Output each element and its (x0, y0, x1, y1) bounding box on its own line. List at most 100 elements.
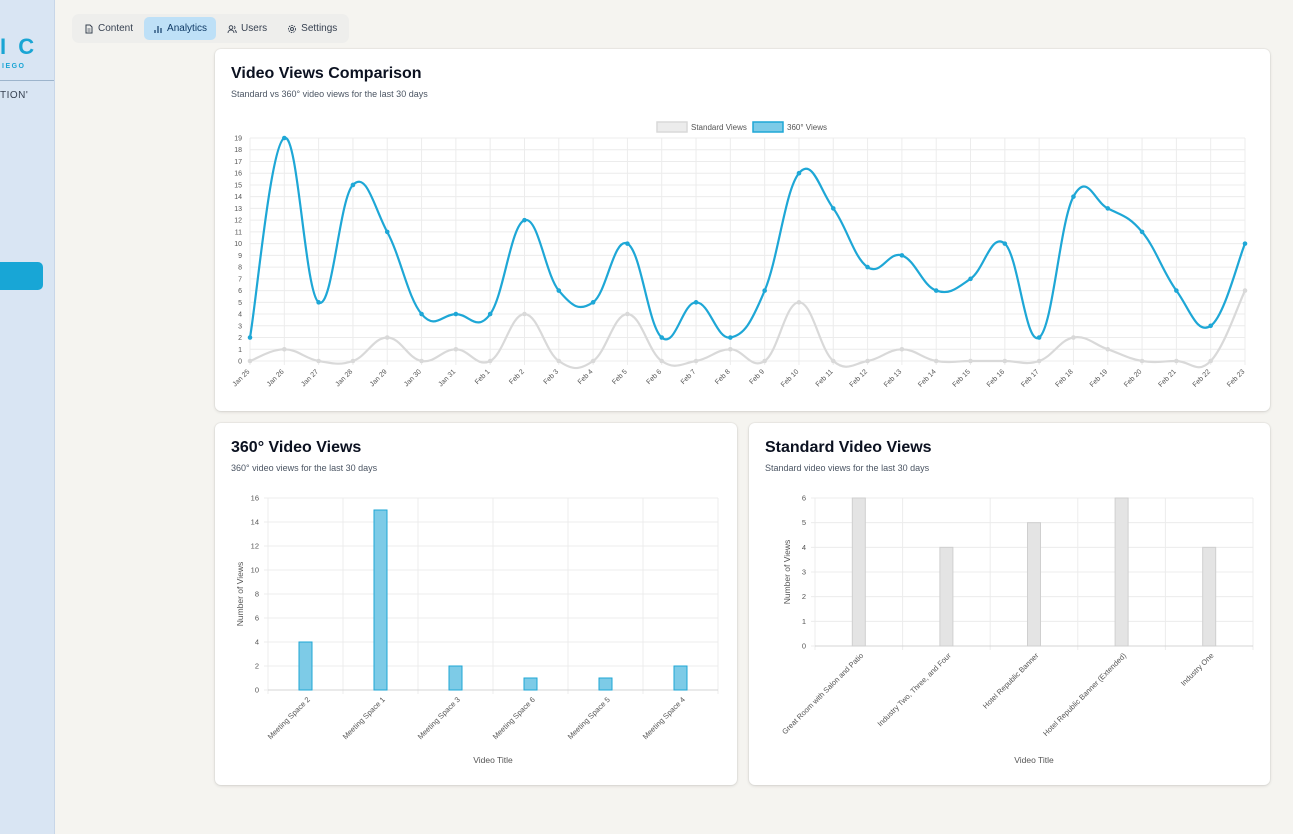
series-360-point (762, 288, 767, 293)
series-360-point (419, 311, 424, 317)
logo-tagline: TION' (0, 90, 29, 101)
tab-analytics[interactable]: Analytics (144, 17, 217, 40)
x-tick-label: Feb 6 (646, 368, 664, 386)
legend-label-standard: Standard Views (691, 123, 747, 132)
series-360-point (693, 300, 699, 305)
y-tick-label: 16 (251, 494, 259, 503)
x-tick-label: Industry Two, Three, and Four (876, 651, 954, 729)
views360-title: 360° Video Views (231, 439, 362, 456)
x-tick-label: Jan 28 (335, 368, 355, 388)
series-standard-point (1036, 358, 1042, 364)
x-tick-label: Meeting Space 6 (491, 695, 537, 741)
y-tick-label: 7 (238, 276, 242, 283)
x-tick-label: Jan 27 (300, 368, 320, 388)
series-360-point (384, 229, 390, 235)
series-standard-point (419, 358, 424, 364)
x-tick-label: Jan 29 (369, 368, 389, 388)
y-tick-label: 13 (234, 206, 242, 213)
series-360-point (522, 217, 527, 223)
series-standard-point (1242, 288, 1248, 293)
bar-chart-icon (154, 25, 162, 33)
x-tick-label: Feb 14 (917, 368, 937, 388)
y-tick-label: 6 (802, 494, 806, 503)
views360-bar-chart: 0 2 4 6 8 10 12 14 16 Meeting Space 2 Meeting Spac… (235, 494, 719, 765)
tab-settings[interactable]: Settings (278, 17, 346, 40)
series-standard-point (796, 300, 802, 305)
series-360-point (282, 135, 287, 141)
standard-subtitle: Standard video views for the last 30 day… (765, 463, 930, 473)
series-360-point (1242, 241, 1248, 246)
gear-icon (288, 24, 297, 33)
tab-content[interactable]: Content (75, 17, 142, 40)
x-tick-label: Feb 16 (986, 368, 1006, 388)
y-tick-label: 3 (238, 323, 242, 330)
y-tick-label: 5 (238, 300, 242, 307)
y-axis-title: Number of Views (235, 562, 245, 627)
y-tick-label: 17 (234, 159, 242, 166)
series-standard-point (487, 358, 493, 364)
y-tick-label: 14 (251, 518, 259, 527)
x-tick-label: Feb 12 (849, 368, 869, 388)
x-tick-label: Jan 31 (437, 368, 457, 388)
series-360-point (487, 311, 493, 317)
bar (939, 546, 954, 647)
y-tick-label: 1 (238, 347, 242, 354)
series-standard-point (556, 358, 562, 364)
x-tick-label: Feb 20 (1123, 368, 1143, 388)
series-360-point (316, 300, 321, 305)
x-tick-label: Meeting Space 1 (341, 695, 387, 741)
y-tick-label: 8 (255, 590, 259, 599)
bar (851, 497, 866, 647)
series-standard-point (865, 358, 870, 364)
series-standard-point (1139, 358, 1145, 364)
y-tick-label: 4 (802, 543, 806, 552)
views360-subtitle: 360° video views for the last 30 days (231, 463, 378, 473)
series-standard-point (316, 358, 321, 364)
sidebar: I C IEGO TION' (0, 0, 55, 834)
legend-swatch-standard (656, 121, 688, 133)
x-tick-label: Jan 25 (232, 368, 252, 388)
x-tick-label: Jan 30 (403, 368, 423, 388)
tab-users[interactable]: Users (218, 17, 276, 40)
y-tick-label: 16 (234, 171, 242, 178)
series-standard-point (968, 358, 973, 364)
x-tick-label: Feb 9 (748, 368, 766, 386)
series-360-point (1174, 288, 1179, 293)
comparison-card: Video Views Comparison Standard vs 360° … (215, 49, 1270, 411)
x-tick-label: Meeting Space 3 (416, 695, 462, 741)
series-standard-point (350, 358, 356, 364)
y-tick-label: 8 (238, 265, 242, 272)
series-360-point (590, 300, 596, 305)
series-standard-point (1002, 358, 1008, 364)
x-tick-label: Feb 8 (714, 368, 732, 386)
y-tick-label: 15 (234, 182, 242, 189)
y-tick-label: 9 (238, 253, 242, 260)
y-tick-label: 0 (802, 642, 806, 651)
x-tick-label: Feb 2 (508, 368, 526, 386)
logo-text: I C (0, 34, 38, 59)
x-axis-title: Video Title (1014, 755, 1054, 765)
series-360-point (1071, 194, 1076, 199)
y-tick-label: 1 (802, 617, 806, 626)
x-axis-title: Video Title (473, 755, 513, 765)
series-360-point (830, 206, 836, 211)
sidebar-active-item[interactable] (0, 262, 43, 290)
bar (1202, 546, 1217, 647)
x-tick-label: Feb 4 (577, 368, 595, 386)
bar (1027, 522, 1041, 647)
series-standard-point (728, 346, 733, 352)
views360-card: 360° Video Views 360° video views for th… (215, 423, 737, 785)
y-tick-label: 12 (234, 218, 242, 225)
y-tick-label: 19 (234, 136, 242, 143)
bar (373, 509, 388, 691)
x-tick-label: Feb 17 (1020, 368, 1040, 388)
x-tick-label: Feb 21 (1157, 368, 1177, 388)
tab-content-label: Content (98, 23, 134, 34)
series-standard-point (933, 358, 939, 364)
series-360-point (1002, 241, 1008, 246)
x-tick-label: Feb 10 (780, 368, 800, 388)
series-standard-point (1208, 358, 1213, 364)
comparison-subtitle: Standard vs 360° video views for the las… (231, 89, 428, 99)
series-360-point (796, 170, 802, 176)
